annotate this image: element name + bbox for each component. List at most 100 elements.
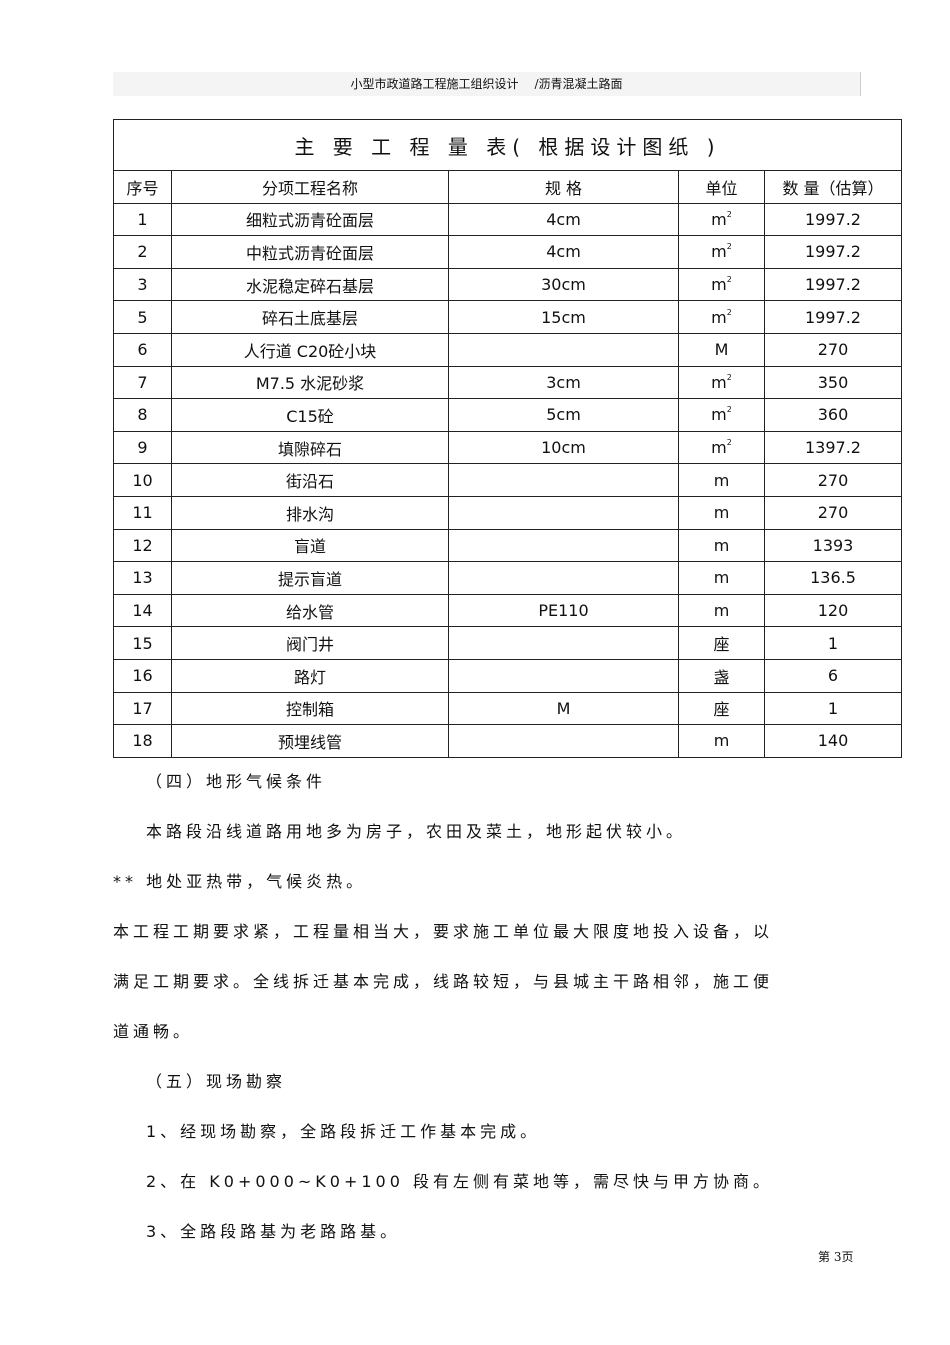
table-row: 5 碎石土底基层 15cm m2 1997.2 (113, 300, 902, 334)
table-row: 14 给水管 PE110 m 120 (113, 593, 902, 628)
table-cell (448, 332, 679, 367)
table-cell: 13 (113, 561, 172, 595)
paragraph: 3、全路段路基为老路路基。 (146, 1222, 401, 1241)
table-cell: 预埋线管 (171, 724, 449, 758)
table-cell: 270 (764, 463, 902, 497)
table-cell: 120 (764, 593, 902, 628)
table-cell: 17 (113, 691, 172, 726)
table-header-row: 序号 分项工程名称规 格单位数 量（估算） (113, 170, 902, 204)
table-row: 1 细粒式沥青砼面层 4cm m2 1997.2 (113, 202, 902, 237)
paragraph: 满足工期要求。全线拆迁基本完成，线路较短，与县城主干路相邻，施工便 (113, 972, 774, 991)
table-cell: 8 (113, 398, 172, 432)
table-row: 3 水泥稳定碎石基层 30cm m2 1997.2 (113, 267, 902, 302)
table-cell: 1 (113, 202, 172, 237)
table-row: 18 预埋线管 m 140 (113, 724, 902, 758)
table-cell: 5 (113, 300, 172, 334)
table-cell: 15 (113, 626, 172, 660)
table-cell: 136.5 (764, 561, 902, 595)
table-cell: 5cm (448, 398, 679, 432)
table-row: 11 排水沟 m 270 (113, 495, 902, 530)
paragraph: 本工程工期要求紧，工程量相当大，要求施工单位最大限度地投入设备，以 (113, 922, 774, 941)
table-cell: m2 (678, 267, 765, 302)
table-cell (448, 561, 679, 595)
table-cell (448, 658, 679, 693)
table-cell: 10 (113, 463, 172, 497)
table-cell: 30cm (448, 267, 679, 302)
table-cell: 140 (764, 724, 902, 758)
table-cell: m (678, 593, 765, 628)
table-cell: 15cm (448, 300, 679, 334)
table-cell: 10cm (448, 430, 679, 465)
paragraph: （五）现场勘察 (146, 1072, 287, 1091)
table-row: 10 街沿石 m 270 (113, 463, 902, 497)
table-row: 13 提示盲道 m 136.5 (113, 561, 902, 595)
table-cell (448, 528, 679, 563)
table-cell: 14 (113, 593, 172, 628)
table-cell: 盲道 (171, 528, 449, 563)
table-cell: m2 (678, 398, 765, 432)
table-cell: 1997.2 (764, 300, 902, 334)
table-cell: 控制箱 (171, 691, 449, 726)
table-cell: 填隙碎石 (171, 430, 449, 465)
table-cell: 给水管 (171, 593, 449, 628)
table-cell (448, 495, 679, 530)
column-header: 单位 (678, 170, 765, 204)
table-cell (448, 724, 679, 758)
table-cell: 4cm (448, 235, 679, 269)
table-cell: 350 (764, 365, 902, 400)
table-cell: 7 (113, 365, 172, 400)
table-cell: M (448, 691, 679, 726)
table-cell: M (678, 332, 765, 367)
table-cell: 1997.2 (764, 202, 902, 237)
table-cell: m2 (678, 300, 765, 334)
table-cell: 1393 (764, 528, 902, 563)
paragraph: 本路段沿线道路用地多为房子，农田及菜土，地形起伏较小。 (146, 822, 687, 841)
table-cell: m (678, 724, 765, 758)
table-row: 15 阀门井 座 1 (113, 626, 902, 660)
table-cell: m (678, 528, 765, 563)
header-subtitle: /沥青混凝土路面 (534, 77, 623, 91)
paragraph: 1、经现场勘察，全路段拆迁工作基本完成。 (146, 1122, 541, 1141)
column-header: 分项工程名称 (171, 170, 449, 204)
table-cell: 碎石土底基层 (171, 300, 449, 334)
table-cell: 路灯 (171, 658, 449, 693)
table-row: 17 控制箱 M 座 1 (113, 691, 902, 726)
table-cell: m2 (678, 365, 765, 400)
table-cell: 6 (113, 332, 172, 367)
table-cell: M7.5 水泥砂浆 (171, 365, 449, 400)
table-row: 12 盲道 m 1393 (113, 528, 902, 563)
table-cell: m (678, 495, 765, 530)
table-cell: 18 (113, 724, 172, 758)
table-cell: 9 (113, 430, 172, 465)
table-cell: 3cm (448, 365, 679, 400)
table-cell: 排水沟 (171, 495, 449, 530)
table-cell: 270 (764, 495, 902, 530)
column-header: 序号 (113, 170, 172, 204)
table-cell: 360 (764, 398, 902, 432)
table-cell: C15砼 (171, 398, 449, 432)
table-cell: 盏 (678, 658, 765, 693)
table-cell: 人行道 C20砼小块 (171, 332, 449, 367)
table-cell: 1 (764, 626, 902, 660)
table-cell: m2 (678, 235, 765, 269)
table-cell: m2 (678, 430, 765, 465)
table-cell: m (678, 463, 765, 497)
table-cell: 阀门井 (171, 626, 449, 660)
table-cell: 座 (678, 626, 765, 660)
table-cell: 1997.2 (764, 267, 902, 302)
paragraph: （四）地形气候条件 (146, 772, 327, 791)
table-cell: 街沿石 (171, 463, 449, 497)
table-row: 16 路灯 盏 6 (113, 658, 902, 693)
running-header: 小型市政道路工程施工组织设计/沥青混凝土路面 (113, 72, 861, 96)
quantity-table: 主 要 工 程 量 表( 根据设计图纸 ) 序号 分项工程名称规 格单位数 量（估… (113, 119, 902, 758)
table-row: 9 填隙碎石 10cm m2 1397.2 (113, 430, 902, 465)
table-row: 8 C15砼 5cm m2 360 (113, 398, 902, 432)
table-cell: m2 (678, 202, 765, 237)
table-cell: m (678, 561, 765, 595)
table-cell: 水泥稳定碎石基层 (171, 267, 449, 302)
table-cell: 3 (113, 267, 172, 302)
table-row: 6 人行道 C20砼小块 M 270 (113, 332, 902, 367)
table-cell: 座 (678, 691, 765, 726)
table-cell: 中粒式沥青砼面层 (171, 235, 449, 269)
